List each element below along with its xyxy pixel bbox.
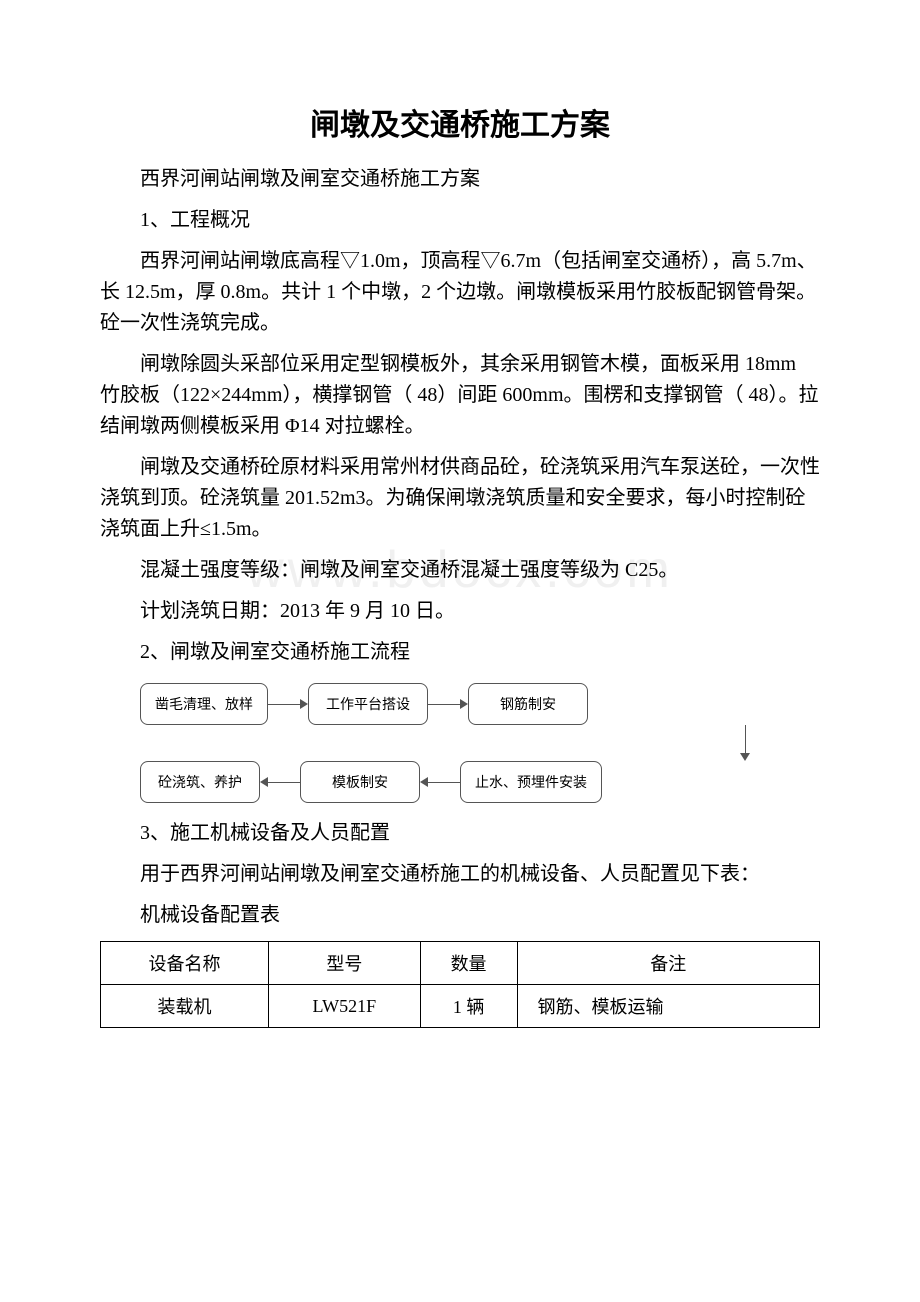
- section-3-p1: 用于西界河闸站闸墩及闸室交通桥施工的机械设备、人员配置见下表：: [100, 859, 820, 890]
- section-1-p3: 闸墩及交通桥砼原材料采用常州材供商品砼，砼浇筑采用汽车泵送砼，一次性浇筑到顶。砼…: [100, 452, 820, 545]
- table-cell: LW521F: [269, 985, 421, 1028]
- section-1-p5: 计划浇筑日期：2013 年 9 月 10 日。: [100, 596, 820, 627]
- equipment-table: 设备名称 型号 数量 备注 装载机 LW521F 1 辆 钢筋、模板运输: [100, 941, 820, 1028]
- flow-arrow-down-icon: [744, 725, 745, 761]
- page-title: 闸墩及交通桥施工方案: [100, 100, 820, 144]
- flow-row-1: 凿毛清理、放样 工作平台搭设 钢筋制安: [140, 683, 820, 725]
- flow-box-1: 凿毛清理、放样: [140, 683, 268, 725]
- section-1-p1: 西界河闸站闸墩底高程▽1.0m，顶高程▽6.7m（包括闸室交通桥），高 5.7m…: [100, 246, 820, 339]
- subtitle: 西界河闸站闸墩及闸室交通桥施工方案: [100, 164, 820, 195]
- flow-arrow-left-icon: [420, 772, 460, 792]
- table-header: 型号: [269, 942, 421, 985]
- flow-box-6: 砼浇筑、养护: [140, 761, 260, 803]
- flow-arrow-left-icon: [260, 772, 300, 792]
- flow-row-2: 砼浇筑、养护 模板制安 止水、预埋件安装: [140, 761, 820, 803]
- equip-table-caption: 机械设备配置表: [100, 900, 820, 931]
- flow-box-5: 模板制安: [300, 761, 420, 803]
- table-row: 装载机 LW521F 1 辆 钢筋、模板运输: [101, 985, 820, 1028]
- section-1-heading: 1、工程概况: [100, 205, 820, 236]
- table-header: 设备名称: [101, 942, 269, 985]
- flowchart: 凿毛清理、放样 工作平台搭设 钢筋制安 砼浇筑、养护 模板制安 止水、预埋件安装: [140, 683, 820, 803]
- flow-box-4: 止水、预埋件安装: [460, 761, 602, 803]
- section-3-heading: 3、施工机械设备及人员配置: [100, 818, 820, 849]
- flow-box-3: 钢筋制安: [468, 683, 588, 725]
- table-cell: 装载机: [101, 985, 269, 1028]
- section-1-p4: 混凝土强度等级：闸墩及闸室交通桥混凝土强度等级为 C25。: [100, 555, 820, 586]
- flow-box-2: 工作平台搭设: [308, 683, 428, 725]
- table-header-row: 设备名称 型号 数量 备注: [101, 942, 820, 985]
- section-1-p2: 闸墩除圆头采部位采用定型钢模板外，其余采用钢管木模，面板采用 18mm 竹胶板（…: [100, 349, 820, 442]
- table-header: 备注: [517, 942, 820, 985]
- flow-arrow-right-icon: [268, 694, 308, 714]
- flow-arrow-right-icon: [428, 694, 468, 714]
- section-2-heading: 2、闸墩及闸室交通桥施工流程: [100, 637, 820, 668]
- table-header: 数量: [420, 942, 517, 985]
- table-cell: 钢筋、模板运输: [517, 985, 820, 1028]
- table-cell: 1 辆: [420, 985, 517, 1028]
